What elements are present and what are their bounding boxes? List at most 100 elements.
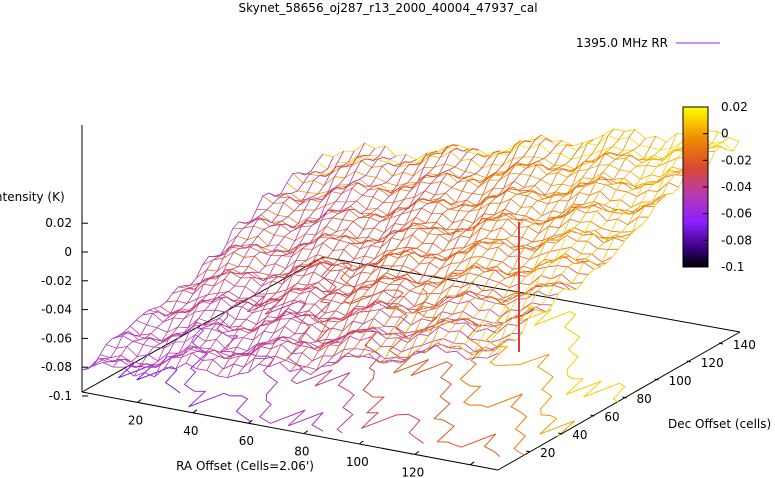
y-tick — [526, 450, 531, 453]
base-box — [81, 256, 741, 471]
z-tick-label: -0.02 — [41, 274, 72, 288]
y-tick-label: 20 — [540, 446, 555, 460]
contour-line — [415, 288, 528, 456]
colorbar-tick-label: -0.1 — [721, 260, 744, 274]
mesh-column — [352, 139, 594, 359]
mesh-column — [102, 150, 345, 363]
contour-line — [339, 261, 501, 457]
contour-line — [216, 310, 324, 432]
z-tick-label: -0.04 — [41, 303, 72, 317]
y-tick-label: 60 — [604, 410, 619, 424]
z-tick-label: -0.06 — [41, 331, 72, 345]
x-tick-label: 140 — [457, 476, 480, 478]
mesh-column — [175, 159, 417, 370]
y-tick — [718, 342, 724, 345]
mesh-column — [227, 148, 469, 378]
y-tick — [590, 414, 595, 417]
z-tick-label: 0.02 — [45, 216, 72, 230]
x-tick-group: 20 40 60 80 100 120 140 — [128, 398, 480, 478]
x-tick-label: 120 — [401, 465, 424, 478]
y-axis-label: Dec Offset (cells) — [668, 417, 771, 431]
base-edge-front — [81, 391, 499, 471]
colorbar: 0.02 0 -0.02 -0.04 -0.06 -0.08 -0.1 — [682, 100, 752, 274]
contour-line — [485, 297, 576, 438]
x-tick — [359, 440, 364, 445]
y-tick — [622, 396, 627, 399]
mesh-column — [424, 141, 667, 354]
z-tick-group: 0.02 0 -0.02 -0.04 -0.06 -0.08 -0.1 — [41, 216, 88, 403]
x-tick — [469, 461, 475, 466]
mesh-column — [216, 144, 459, 377]
mesh-row — [81, 344, 499, 379]
mesh-column — [331, 144, 573, 366]
x-tick — [414, 450, 420, 455]
surface-mesh — [81, 126, 740, 379]
mesh-column — [279, 140, 521, 363]
mesh-column — [289, 140, 532, 372]
colorbar-tick-label: 0 — [721, 127, 729, 141]
mesh-column — [237, 148, 480, 375]
y-tick-label: 140 — [733, 338, 756, 352]
mesh-column — [456, 126, 698, 354]
mesh-column — [185, 152, 428, 364]
mesh-column — [164, 154, 407, 368]
contour-lines — [117, 260, 626, 457]
mesh-column — [133, 148, 376, 377]
mesh-column — [414, 136, 657, 353]
x-axis-label: RA Offset (Cells=2.06') — [176, 459, 314, 473]
x-tick-label: 60 — [239, 434, 254, 448]
mesh-column — [362, 134, 605, 357]
mesh-column — [320, 140, 563, 367]
mesh-column — [476, 131, 719, 358]
legend: 1395.0 MHz RR — [576, 36, 720, 50]
mesh-row — [322, 126, 740, 161]
mesh-column — [144, 145, 386, 373]
mesh-column — [206, 145, 449, 371]
colorbar-tick-label: -0.08 — [721, 233, 752, 247]
z-axis: 0.02 0 -0.02 -0.04 -0.06 -0.08 -0.1 Intensity … — [0, 125, 88, 403]
y-tick — [686, 360, 691, 363]
x-tick — [303, 430, 309, 435]
y-tick-label: 40 — [572, 428, 587, 442]
x-tick-label: 80 — [294, 445, 309, 459]
colorbar-tick-group: 0.02 0 -0.02 -0.04 -0.06 -0.08 -0.1 — [703, 100, 752, 274]
mesh-column — [435, 133, 677, 349]
mesh-column — [341, 142, 584, 358]
mesh-column — [383, 130, 625, 364]
mesh-column — [258, 150, 500, 365]
contour-line — [516, 306, 626, 403]
mesh-column — [81, 154, 324, 371]
base-edge-right — [497, 331, 741, 471]
mesh-column — [445, 134, 688, 353]
y-tick-label: 80 — [637, 392, 652, 406]
z-axis-label: Intensity (K) — [0, 190, 65, 204]
z-tick-label: 0 — [64, 245, 72, 259]
base-edge-back — [322, 256, 741, 333]
colorbar-tick-label: -0.04 — [721, 180, 752, 194]
mesh-column — [404, 138, 646, 363]
x-tick-label: 100 — [346, 455, 369, 469]
mesh-column — [248, 153, 490, 373]
y-tick — [558, 432, 563, 435]
colorbar-tick-label: 0.02 — [721, 100, 748, 114]
z-tick-label: -0.08 — [41, 360, 72, 374]
legend-label: 1395.0 MHz RR — [576, 36, 668, 50]
y-tick-group: 20 40 60 80 100 120 140 — [526, 338, 756, 460]
mesh-column — [196, 150, 438, 369]
colorbar-tick-label: -0.02 — [721, 153, 752, 167]
mesh-column — [112, 150, 355, 368]
x-tick-label: 20 — [128, 413, 143, 427]
contour-line — [247, 295, 355, 434]
mesh-column — [310, 138, 552, 375]
x-tick — [192, 409, 198, 414]
mesh-column — [92, 156, 334, 367]
mesh-column — [154, 155, 396, 377]
colorbar-tick-label: -0.06 — [721, 207, 752, 221]
z-tick-label: -0.1 — [49, 389, 72, 403]
y-tick-label: 120 — [701, 356, 724, 370]
mesh-column — [300, 134, 542, 370]
y-tick — [654, 378, 659, 381]
x-tick — [137, 398, 142, 403]
chart-title: Skynet_58656_oj287_r13_2000_40004_47937_… — [238, 1, 537, 15]
